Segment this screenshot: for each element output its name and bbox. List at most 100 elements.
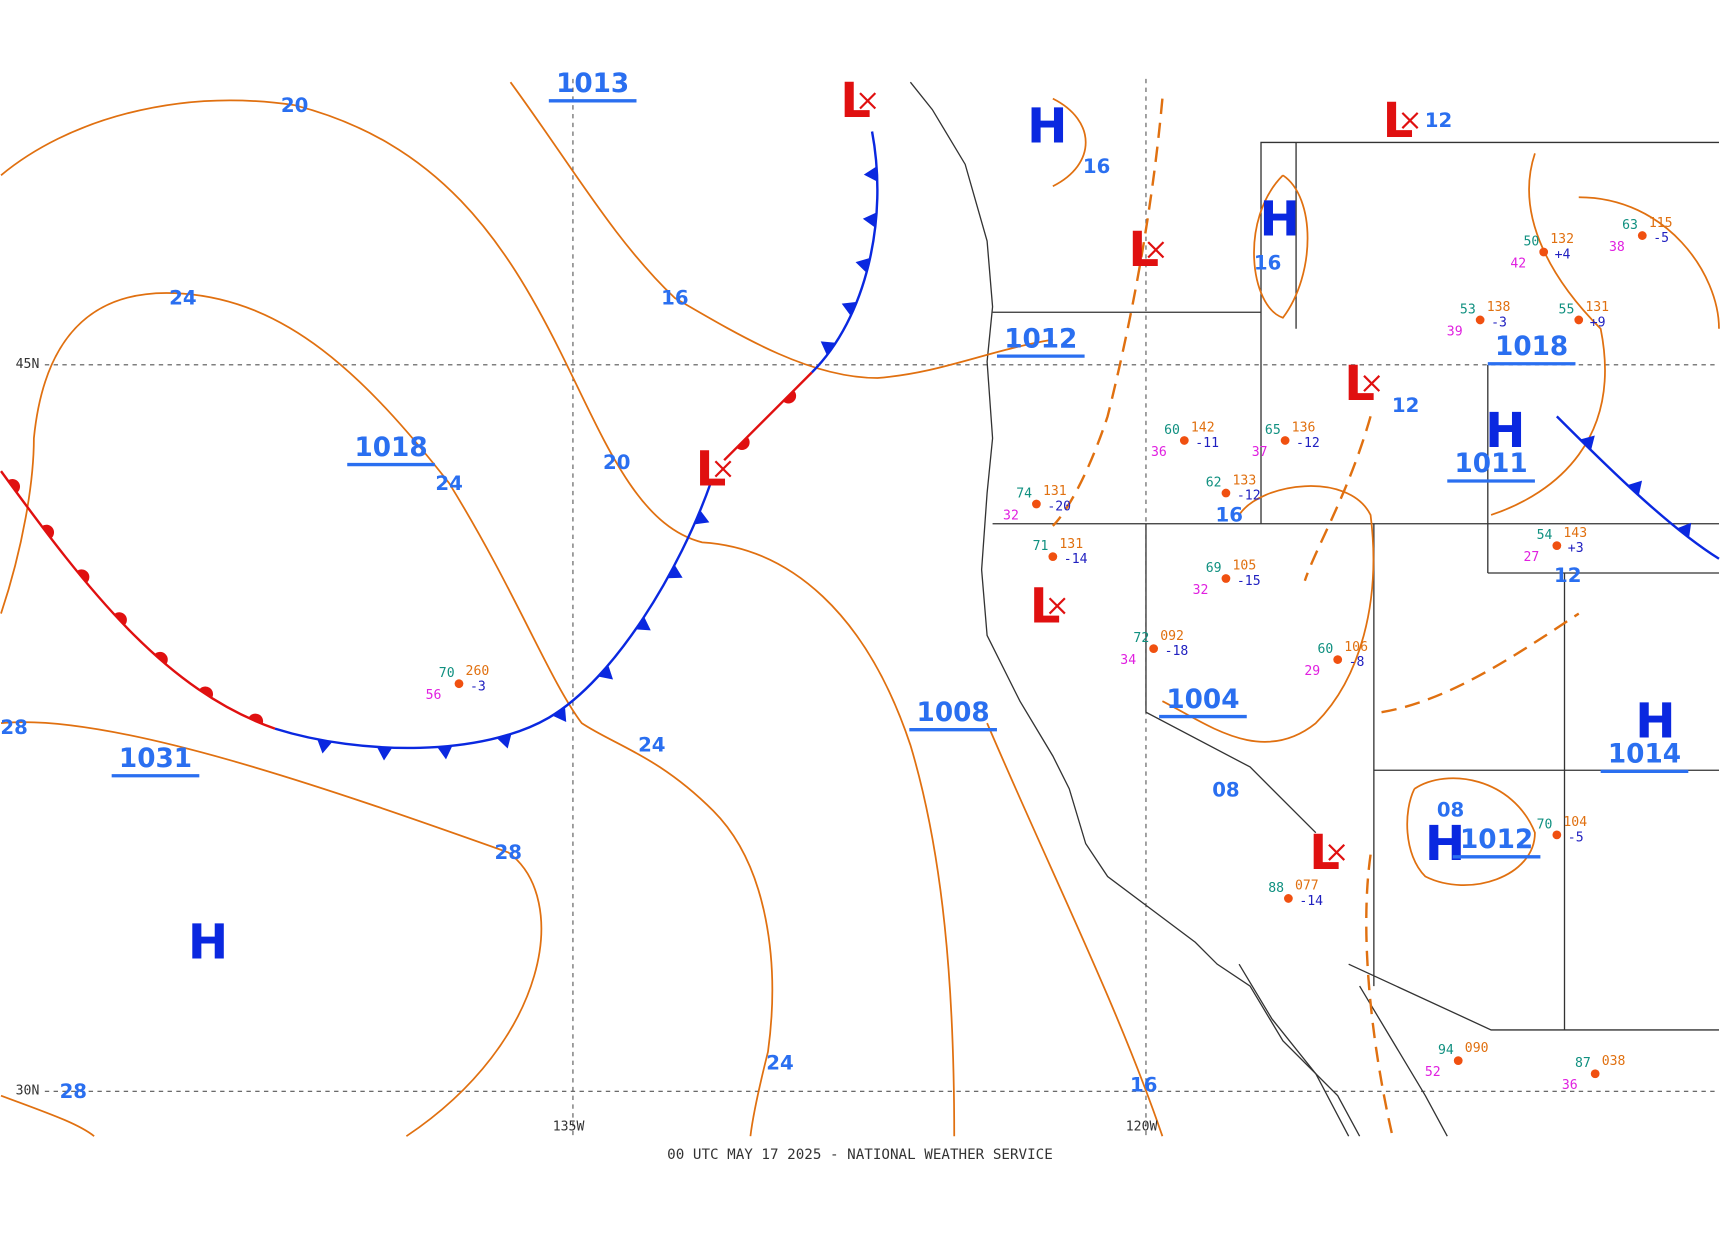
station-marker (1221, 488, 1231, 498)
station-dewpoint: 36 (1562, 1078, 1578, 1093)
station-plot: 88 077-14 (1268, 879, 1323, 909)
station-marker (1453, 1056, 1463, 1065)
isobar (0, 99, 956, 1137)
station-dewpoint: 29 (1304, 664, 1320, 679)
grid-label: 135W (553, 1120, 585, 1135)
pressure-label: 1018 (354, 433, 427, 463)
high-center: H (1635, 693, 1675, 749)
high-center: H (1027, 98, 1067, 154)
isobar-label: 20 (281, 94, 308, 117)
station-dewpoint: 38 (1609, 240, 1625, 255)
pressure-label: 1013 (556, 69, 629, 99)
isobar (1490, 153, 1720, 516)
station-plot: 94 090 52 (1425, 1041, 1489, 1080)
station-plot: 60 106 29 -8 (1304, 640, 1368, 679)
station-temp: 60 (1164, 423, 1180, 438)
station-tendency: +4 (1555, 248, 1571, 263)
front-triangle (1677, 522, 1692, 538)
station-pressure: 115 (1649, 216, 1673, 231)
station-marker (1333, 655, 1343, 664)
trough (1051, 98, 1164, 527)
station-pressure: 142 (1191, 421, 1215, 436)
station-pressure: 092 (1160, 629, 1184, 644)
station-dewpoint: 52 (1425, 1065, 1441, 1080)
low-marker (1363, 375, 1381, 392)
station-plot: 53 138 39 -3 (1447, 300, 1511, 339)
isobar-label: 24 (435, 472, 462, 495)
grid-label: 45N (16, 357, 40, 372)
isobar (509, 81, 1053, 379)
station-pressure: 132 (1550, 232, 1574, 247)
station-plot: 69 105 32 -15 (1193, 559, 1261, 598)
front-triangle (841, 301, 857, 316)
station-temp: 55 (1559, 302, 1575, 317)
low-marker (1328, 843, 1346, 861)
station-plot: 71 131-14 (1033, 537, 1088, 567)
station-temp: 71 (1033, 539, 1049, 554)
isobar-label: 24 (638, 734, 665, 757)
high-center: H (1425, 816, 1465, 872)
station-temp: 88 (1268, 881, 1284, 896)
isobar (0, 1094, 95, 1137)
low-marker (859, 92, 877, 110)
cold-front (274, 481, 713, 750)
station-pressure: 131 (1059, 537, 1083, 552)
station-marker (1539, 247, 1549, 257)
pressure-label: 1004 (1166, 685, 1239, 715)
front-triangle (694, 510, 710, 525)
station-tendency: -14 (1299, 894, 1323, 909)
station-temp: 60 (1318, 642, 1334, 657)
front-triangle (1580, 435, 1595, 451)
station-marker (454, 679, 464, 689)
grid-label: 120W (1126, 1120, 1158, 1135)
station-marker (1475, 315, 1485, 325)
station-marker (1574, 315, 1584, 325)
station-pressure: 138 (1487, 300, 1511, 315)
geography (909, 81, 1719, 1137)
front-semicircle (736, 436, 750, 451)
coastline (1238, 963, 1350, 1137)
station-pressure: 143 (1563, 526, 1587, 541)
station-marker (1179, 436, 1189, 445)
state-border (992, 141, 1719, 1031)
station-temp: 65 (1265, 423, 1281, 438)
station-marker (1280, 436, 1290, 445)
station-plot: 70 104-5 (1537, 815, 1588, 845)
pressure-label: 1011 (1455, 449, 1528, 479)
station-tendency: +9 (1590, 316, 1606, 331)
station-temp: 50 (1523, 234, 1539, 249)
station-marker (1048, 552, 1058, 561)
footer: 00 UTC MAY 17 2025 - NATIONAL WEATHER SE… (667, 1147, 1053, 1163)
station-pressure: 131 (1043, 484, 1067, 499)
front-semicircle (783, 390, 797, 404)
low-marker (1401, 112, 1419, 129)
front-triangle (598, 665, 614, 680)
station-pressure: 090 (1465, 1041, 1489, 1056)
high-center: H (1259, 192, 1299, 248)
station-tendency: -3 (470, 679, 486, 694)
isobar (0, 721, 543, 1137)
station-dewpoint: 36 (1151, 445, 1167, 460)
isobar-label: 24 (766, 1051, 793, 1074)
station-tendency: -12 (1296, 436, 1320, 451)
station-temp: 53 (1460, 302, 1476, 317)
station-marker (1149, 644, 1159, 654)
isobar-label: 12 (1425, 109, 1452, 132)
station-temp: 72 (1133, 631, 1149, 646)
station-plot: 62 133-12 (1206, 473, 1261, 503)
front-semicircle (199, 686, 214, 699)
front-semicircle (154, 651, 168, 665)
isobar (1253, 174, 1309, 319)
isobar-label: 28 (60, 1080, 87, 1103)
station-marker (1284, 894, 1293, 903)
station-plot: 74 131 32 -20 (1003, 484, 1071, 523)
front-triangle (635, 616, 651, 631)
isobar (0, 292, 774, 1137)
station-plot: 63 115 38 -5 (1609, 216, 1673, 255)
station-temp: 69 (1206, 561, 1222, 576)
front-semicircle (76, 569, 90, 584)
pressure-label: 1012 (1004, 324, 1077, 354)
front-triangle (376, 746, 393, 761)
coastline (1359, 985, 1448, 1137)
